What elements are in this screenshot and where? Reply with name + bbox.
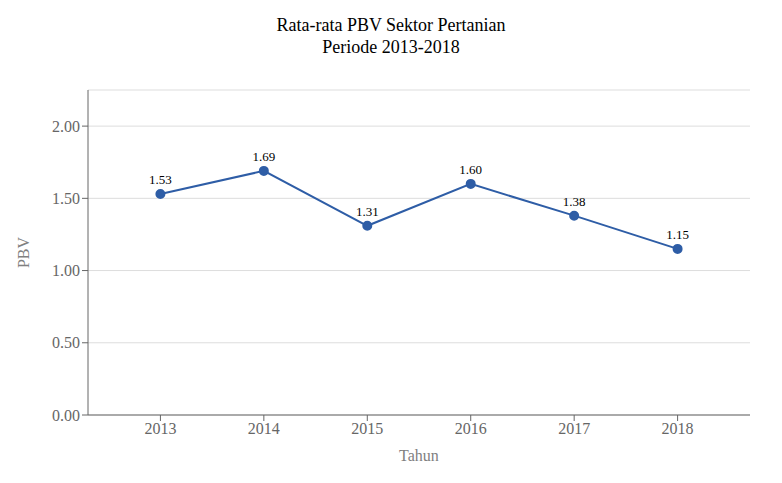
svg-text:2014: 2014 [248,420,280,437]
svg-text:1.15: 1.15 [666,227,689,242]
svg-text:2013: 2013 [144,420,176,437]
svg-text:0.50: 0.50 [52,334,80,351]
svg-text:Tahun: Tahun [399,447,439,464]
svg-text:1.00: 1.00 [52,262,80,279]
svg-text:1.31: 1.31 [356,204,379,219]
svg-text:PBV: PBV [15,236,32,268]
svg-text:2.00: 2.00 [52,118,80,135]
svg-text:1.60: 1.60 [459,162,482,177]
svg-text:0.00: 0.00 [52,407,80,424]
svg-text:2017: 2017 [558,420,590,437]
svg-text:2015: 2015 [351,420,383,437]
svg-text:2016: 2016 [455,420,487,437]
html-text:Periode 2013-2018: Periode 2013-2018 [322,37,460,57]
svg-text:2018: 2018 [662,420,694,437]
html-text:Rata-rata PBV Sektor Pertanian: Rata-rata PBV Sektor Pertanian [276,15,506,35]
svg-text:1.38: 1.38 [563,194,586,209]
svg-text:1.69: 1.69 [252,149,275,164]
svg-text:1.53: 1.53 [149,172,172,187]
svg-text:1.50: 1.50 [52,190,80,207]
